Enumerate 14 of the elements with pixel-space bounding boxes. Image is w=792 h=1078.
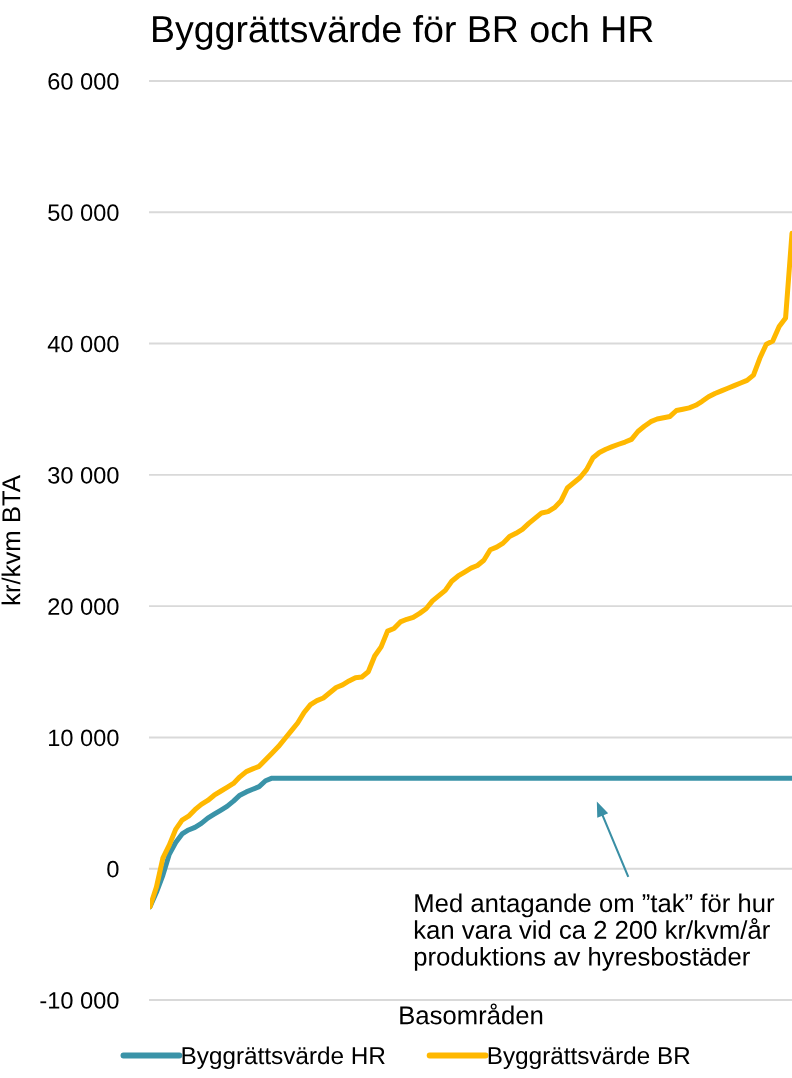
legend-label: Byggrättsvärde BR xyxy=(488,1046,690,1070)
y-axis-title: kr/kvm BTA xyxy=(1,475,21,605)
chart-title: Byggrättsvärde för BR och HR xyxy=(153,14,653,50)
annotation: Med antagande om ”tak” för hur kan vara vid ca 2 200 kr/kvm/år produktions av hyresbostäder xyxy=(414,893,775,971)
y-tick-label: -10 000 xyxy=(40,992,119,1009)
y-tick-label: 10 000 xyxy=(49,729,119,747)
y-tick-label: 40 000 xyxy=(47,335,119,353)
y-tick-label: 50 000 xyxy=(48,204,119,222)
x-axis-title: Basområden xyxy=(400,1003,543,1025)
y-tick-label: 30 000 xyxy=(48,466,119,484)
y-tick-label: 0 xyxy=(107,860,119,878)
y-tick-label: 20 000 xyxy=(48,598,119,615)
y-tick-label: 60 000 xyxy=(48,73,119,90)
legend-label: Byggrättsvärde HR xyxy=(182,1046,385,1070)
